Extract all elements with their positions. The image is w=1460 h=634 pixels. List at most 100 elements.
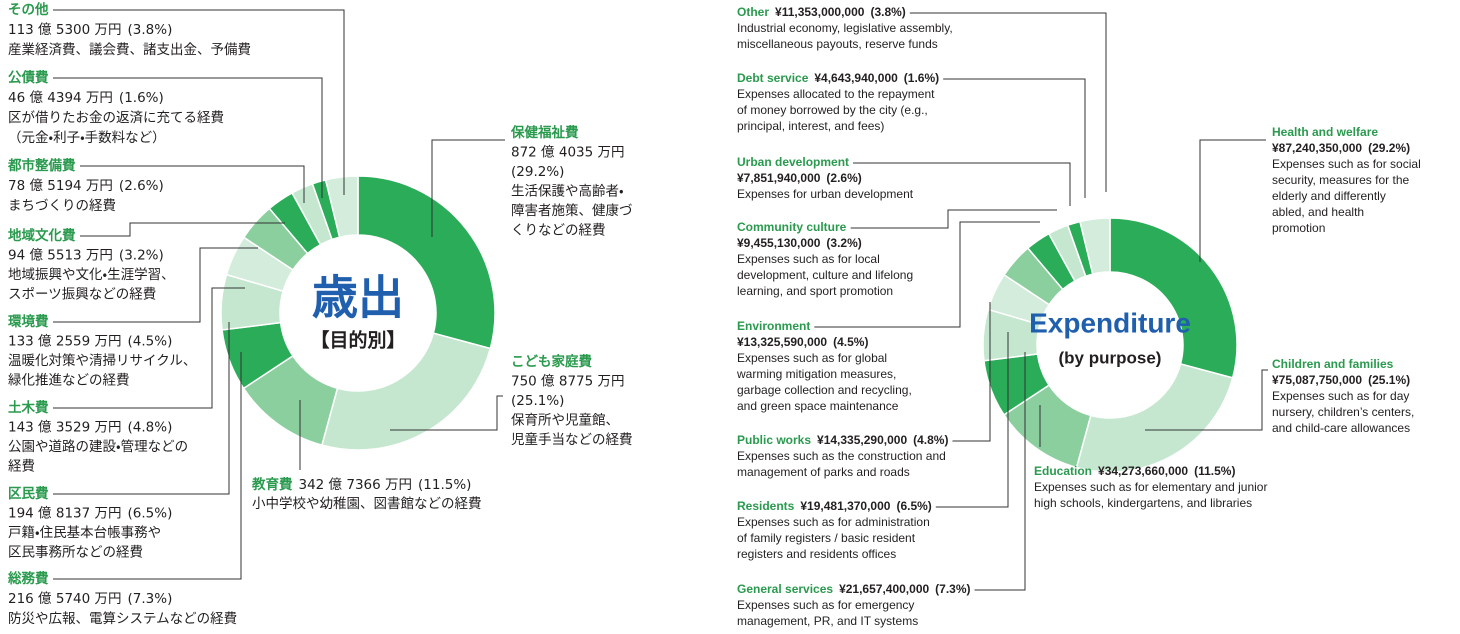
label-line: promotion bbox=[1272, 221, 1325, 235]
label-line: Expenses for urban development bbox=[737, 187, 914, 201]
category-name: Residents bbox=[737, 499, 795, 513]
description: 温暖化対策や清掃リサイクル、 bbox=[8, 352, 196, 369]
category-name: 公債費 bbox=[8, 69, 49, 86]
description: security, measures for the bbox=[1272, 173, 1409, 187]
description: warming mitigation measures, bbox=[736, 367, 896, 381]
amount: 78 億 5194 万円 bbox=[8, 178, 113, 194]
label-line: management, PR, and IT systems bbox=[737, 614, 918, 628]
description: 防災や広報、電算システムなどの経費 bbox=[8, 611, 237, 627]
label-line: 区民事務所などの経費 bbox=[8, 545, 143, 561]
description: 児童手当などの経費 bbox=[511, 432, 633, 448]
category-name: Community culture bbox=[737, 220, 847, 234]
leader-line bbox=[952, 302, 991, 442]
leader-line bbox=[909, 12, 1107, 192]
label-line: スポーツ振興などの経費 bbox=[8, 287, 156, 303]
percent-label: (25.1%) bbox=[511, 393, 564, 409]
percent-label: (25.1%) bbox=[1368, 373, 1410, 387]
label-line: Expenses such as for day bbox=[1272, 389, 1409, 403]
amount: ¥75,087,750,000 bbox=[1272, 373, 1362, 387]
description: Expenses such as for emergency bbox=[737, 598, 914, 612]
percent-label: (29.2%) bbox=[511, 164, 564, 180]
label-line: 障害者施策、健康づ bbox=[511, 202, 633, 219]
percent-label: (6.5%) bbox=[128, 506, 173, 522]
label-line: Children and families bbox=[1272, 357, 1394, 371]
donut-segment bbox=[1079, 217, 1111, 275]
description: Expenses such as for social bbox=[1272, 157, 1421, 171]
percent-label: (7.3%) bbox=[935, 582, 970, 596]
label-line: development, culture and lifelong bbox=[737, 268, 913, 282]
description: principal, interest, and fees) bbox=[737, 119, 884, 133]
category-name: 区民費 bbox=[8, 485, 49, 502]
leader-line bbox=[52, 247, 258, 323]
donut-segment bbox=[1075, 362, 1234, 473]
label-line: and child-care allowances bbox=[1272, 421, 1410, 435]
category-name: Environment bbox=[737, 319, 810, 333]
label-line: (29.2%) bbox=[511, 164, 564, 180]
leader-line bbox=[52, 352, 242, 580]
label-line: 産業経済費、議会費、諸支出金、予備費 bbox=[8, 41, 251, 58]
label-line: Health and welfare bbox=[1272, 125, 1378, 139]
label-line: 温暖化対策や清掃リサイクル、 bbox=[8, 352, 196, 369]
label-line: 94 億 5513 万円 (3.2%) bbox=[8, 248, 164, 264]
description: garbage collection and recycling, bbox=[737, 383, 912, 397]
leader-line bbox=[79, 165, 305, 203]
description: Industrial economy, legislative assembly… bbox=[737, 21, 953, 35]
label-line: Other ¥11,353,000,000 (3.8%) bbox=[737, 5, 906, 19]
label-line: 緑化推進などの経費 bbox=[8, 373, 130, 389]
description: Expenses such as for elementary and juni… bbox=[1034, 480, 1267, 494]
donut-chart: 歳出【目的別】 保健福祉費 872 億 4035 万円 (29.2%) 生活保護や高齢者… bbox=[7, 1, 633, 627]
amount: ¥11,353,000,000 bbox=[775, 5, 865, 19]
amount: 194 億 8137 万円 bbox=[8, 506, 122, 522]
description: まちづくりの経費 bbox=[8, 198, 116, 214]
amount: ¥7,851,940,000 bbox=[737, 171, 821, 185]
label-line: 78 億 5194 万円 (2.6%) bbox=[8, 178, 164, 194]
label-line: security, measures for the bbox=[1272, 173, 1409, 187]
label-line: Expenses such as for administration bbox=[737, 515, 930, 529]
category-name: Debt service bbox=[737, 71, 809, 85]
percent-label: (4.8%) bbox=[913, 433, 948, 447]
category-name: Health and welfare bbox=[1272, 125, 1378, 139]
label-line: Education ¥34,273,660,000 (11.5%) bbox=[1034, 464, 1235, 478]
donut-segment bbox=[357, 175, 496, 350]
category-name: 総務費 bbox=[7, 570, 49, 587]
label-line: 872 億 4035 万円 bbox=[511, 145, 625, 161]
category-name: General services bbox=[737, 582, 833, 596]
label-line: 都市整備費 bbox=[7, 157, 76, 174]
category-name: 地域文化費 bbox=[8, 227, 76, 244]
percent-label: (4.5%) bbox=[833, 335, 868, 349]
description: 産業経済費、議会費、諸支出金、予備費 bbox=[8, 41, 251, 58]
label-line: ¥7,851,940,000 (2.6%) bbox=[737, 171, 862, 185]
category-name: Education bbox=[1034, 464, 1092, 478]
amount: 872 億 4035 万円 bbox=[511, 145, 625, 161]
label-line: Industrial economy, legislative assembly… bbox=[737, 21, 953, 35]
leader-line bbox=[390, 395, 503, 431]
label-line: abled, and health bbox=[1272, 205, 1364, 219]
amount: 750 億 8775 万円 bbox=[511, 374, 625, 390]
leader-line bbox=[1199, 139, 1266, 262]
amount: ¥4,643,940,000 bbox=[814, 71, 898, 85]
label-line: elderly and differently bbox=[1272, 189, 1386, 203]
label-line: Expenses such as for global bbox=[737, 351, 887, 365]
leader-line bbox=[52, 9, 345, 195]
percent-label: (29.2%) bbox=[1368, 141, 1410, 155]
description: miscellaneous payouts, reserve funds bbox=[737, 37, 938, 51]
center-subtitle: (by purpose) bbox=[1059, 348, 1162, 367]
label-line: ¥75,087,750,000 (25.1%) bbox=[1272, 373, 1410, 387]
description: くりなどの経費 bbox=[511, 223, 606, 239]
description: high schools, kindergartens, and librari… bbox=[1034, 496, 1252, 510]
label-line: 総務費 bbox=[7, 570, 49, 587]
label-line: ¥13,325,590,000 (4.5%) bbox=[737, 335, 868, 349]
leader-line bbox=[52, 77, 323, 198]
label-line: まちづくりの経費 bbox=[8, 198, 116, 214]
percent-label: (4.8%) bbox=[128, 420, 173, 436]
description: of family registers / basic resident bbox=[737, 531, 916, 545]
leader-line bbox=[52, 287, 245, 409]
description: 戸籍・住民基本台帳事務や bbox=[8, 524, 161, 541]
amount: 342 億 7366 万円 bbox=[299, 477, 413, 493]
label-line: (25.1%) bbox=[511, 393, 564, 409]
description: nursery, children’s centers, bbox=[1272, 405, 1414, 419]
description: スポーツ振興などの経費 bbox=[8, 287, 156, 303]
percent-label: (3.8%) bbox=[128, 22, 173, 38]
label-line: nursery, children’s centers, bbox=[1272, 405, 1414, 419]
label-line: Expenses such as for elementary and juni… bbox=[1034, 480, 1267, 494]
